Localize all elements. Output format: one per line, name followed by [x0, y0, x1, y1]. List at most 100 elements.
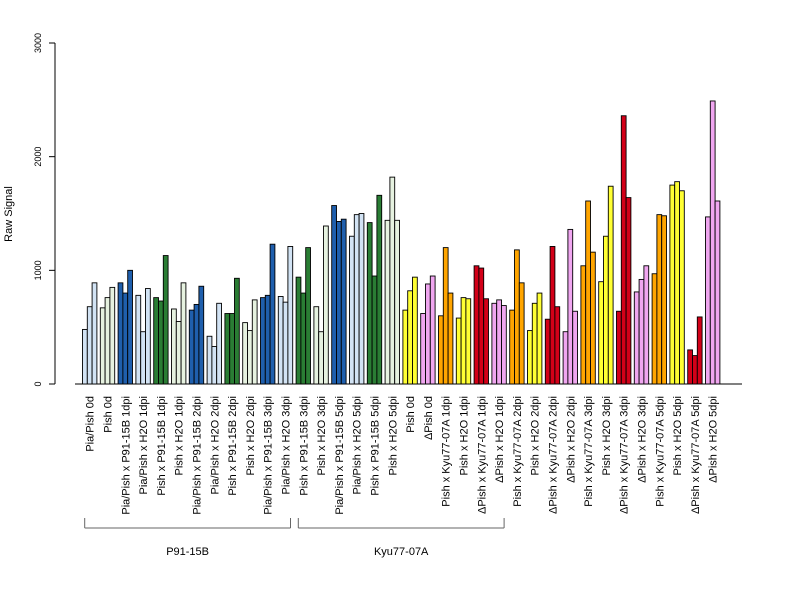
bar: [661, 215, 667, 385]
bar: [318, 331, 324, 385]
bar: [674, 181, 680, 385]
bar: [616, 310, 622, 385]
bar: [331, 205, 337, 385]
group-label: P91-15B: [166, 546, 209, 558]
y-axis: 0 1000 2000 3000: [33, 33, 56, 387]
x-tick-label: Pia/Pish x P91-15B 2dpi: [192, 396, 204, 515]
bar: [366, 222, 373, 385]
bar: [496, 299, 502, 385]
bar: [679, 190, 685, 385]
bar: [455, 317, 462, 385]
x-tick-label: ΔPish x Kyu77-07A 2dpi: [548, 396, 560, 514]
bar: [140, 331, 146, 385]
bar: [260, 297, 266, 385]
bar: [104, 297, 111, 385]
x-tick-label: Pish x H2O 1dpi: [459, 396, 471, 475]
bar: [153, 297, 159, 385]
bar: [389, 176, 396, 385]
x-tick-label: ΔPish x H2O 3dpi: [637, 396, 649, 483]
bar: [473, 265, 480, 385]
bar: [277, 296, 284, 385]
bar: [643, 265, 650, 385]
bar: [91, 282, 98, 385]
bar: [625, 197, 632, 385]
bar: [692, 355, 698, 385]
bar: [158, 300, 164, 385]
bar: [353, 214, 360, 385]
bar: [349, 235, 355, 385]
bar: [514, 249, 520, 385]
bar: [425, 283, 431, 385]
bar: [536, 292, 543, 385]
x-tick-label: Pish x Kyu77-07A 1dpi: [441, 396, 453, 507]
bar: [282, 301, 289, 385]
bar: [620, 115, 627, 385]
x-tick-label: Pish x Kyu77-07A 3dpi: [583, 396, 595, 507]
bar: [198, 285, 205, 385]
bar: [714, 200, 721, 385]
x-tick-label: Pish x H2O 3dpi: [601, 396, 613, 475]
bar: [224, 313, 231, 385]
bar: [442, 247, 449, 385]
bar: [491, 302, 498, 385]
bar: [295, 276, 302, 385]
x-tick-label: Pish 0d: [405, 396, 417, 433]
bar: [527, 330, 533, 385]
bar: [549, 246, 556, 385]
bar: [585, 200, 591, 385]
bar: [180, 282, 187, 385]
bar: [340, 218, 347, 385]
bar: [82, 328, 88, 385]
x-tick-label: Pish 0d: [103, 396, 115, 433]
bar: [598, 281, 604, 385]
bar: [590, 251, 596, 385]
bar: [705, 216, 711, 385]
bar: [460, 297, 467, 385]
bar: [531, 302, 538, 385]
bar: [206, 335, 213, 385]
x-tick-label: Pish x H2O 5dpi: [387, 396, 399, 475]
bar: [313, 306, 320, 385]
bar: [651, 273, 658, 385]
bar: [162, 255, 169, 385]
bar: [554, 306, 561, 385]
x-tick-label: Pish x P91-15B 2dpi: [227, 396, 239, 496]
bar: [509, 309, 515, 385]
x-tick-label: ΔPish x H2O 2dpi: [565, 396, 577, 483]
y-tick-label: 3000: [33, 33, 43, 53]
bar: [438, 315, 444, 385]
x-tick-label: ΔPish x Kyu77-07A 3dpi: [619, 396, 631, 514]
x-tick-label: Pia/Pish x P91-15B 3dpi: [263, 396, 275, 515]
bar: [251, 299, 258, 385]
bars: [82, 100, 721, 385]
bar: [171, 308, 177, 385]
bar: [478, 267, 485, 385]
bar: [580, 265, 587, 385]
bar: [518, 282, 525, 385]
bar: [376, 194, 383, 385]
x-tick-label: Pish x P91-15B 5dpi: [370, 396, 382, 496]
bar: [607, 185, 614, 385]
bar: [234, 277, 240, 385]
bar: [264, 294, 271, 385]
bar: [633, 291, 640, 385]
bar: [229, 313, 235, 385]
x-tick-label: Pia/Pish x H2O 5dpi: [352, 396, 364, 494]
bar: [420, 313, 426, 385]
bar: [544, 318, 551, 385]
x-tick-label: Pish x H2O 5dpi: [672, 396, 684, 475]
x-tick-label: Pish x P91-15B 1dpi: [156, 396, 168, 496]
bar: [86, 306, 93, 385]
bar: [99, 307, 106, 385]
x-tick-label: Pia/Pish x P91-15B 1dpi: [120, 396, 132, 515]
x-tick-label: Pish x Kyu77-07A 2dpi: [512, 396, 524, 507]
bar: [117, 282, 124, 385]
bar: [696, 316, 703, 385]
bar: [567, 228, 574, 385]
y-tick-label: 2000: [33, 147, 43, 167]
x-tick-label: Pish x H2O 2dpi: [530, 396, 542, 475]
bar: [412, 276, 418, 385]
bar: [562, 331, 569, 385]
x-tick-label: Pia/Pish x H2O 1dpi: [138, 396, 150, 494]
bar: [429, 275, 436, 385]
